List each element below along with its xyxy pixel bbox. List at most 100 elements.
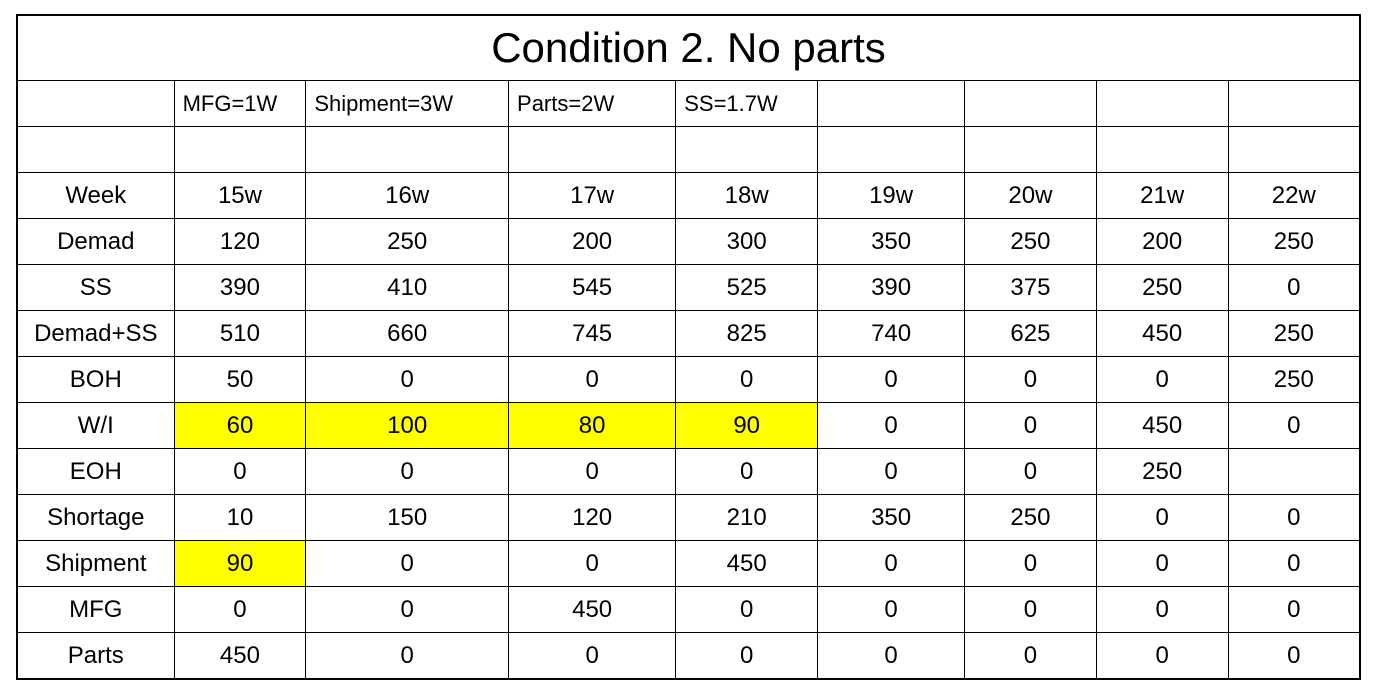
table-row: Shortage1015012021035025000 [17,495,1360,541]
data-cell: 0 [676,449,818,495]
data-cell: 0 [818,449,965,495]
row-label: MFG [17,587,174,633]
data-cell: 0 [1228,265,1360,311]
data-cell: 80 [509,403,676,449]
spacer-cell [17,127,174,173]
table-row: Demad+SS510660745825740625450250 [17,311,1360,357]
spacer-cell [1228,127,1360,173]
table-row: W/I601008090004500 [17,403,1360,449]
data-cell: 375 [965,265,1097,311]
data-cell: 0 [965,403,1097,449]
param-empty-1 [818,81,965,127]
title-row: Condition 2. No parts [17,15,1360,81]
data-cell: 250 [1228,311,1360,357]
param-empty-4 [1228,81,1360,127]
data-cell: 0 [509,633,676,680]
row-label: Shipment [17,541,174,587]
data-cell: 250 [1228,219,1360,265]
data-cell: 60 [174,403,306,449]
data-cell: 0 [306,357,509,403]
col-header: 18w [676,173,818,219]
data-cell: 210 [676,495,818,541]
data-cell: 625 [965,311,1097,357]
spacer-cell [676,127,818,173]
data-cell: 0 [306,633,509,680]
data-cell: 0 [818,587,965,633]
param-shipment: Shipment=3W [306,81,509,127]
table-row: SS3904105455253903752500 [17,265,1360,311]
data-cell: 0 [965,449,1097,495]
table-row: Shipment90004500000 [17,541,1360,587]
data-cell: 250 [965,219,1097,265]
col-header: 20w [965,173,1097,219]
data-rows: Demad120250200300350250200250SS390410545… [17,219,1360,680]
data-cell: 0 [676,357,818,403]
spacer-cell [509,127,676,173]
data-cell: 0 [965,357,1097,403]
data-cell: 0 [1228,541,1360,587]
data-cell: 0 [1096,633,1228,680]
data-cell: 0 [1096,495,1228,541]
spacer-cell [306,127,509,173]
data-cell: 350 [818,495,965,541]
data-cell: 0 [818,633,965,680]
data-cell: 90 [676,403,818,449]
data-cell: 0 [818,403,965,449]
data-cell: 0 [509,449,676,495]
col-header: 15w [174,173,306,219]
data-cell: 0 [1096,541,1228,587]
table-row: Demad120250200300350250200250 [17,219,1360,265]
data-cell: 250 [1228,357,1360,403]
planning-table: Condition 2. No parts MFG=1W Shipment=3W… [16,14,1361,680]
header-row: Week 15w 16w 17w 18w 19w 20w 21w 22w [17,173,1360,219]
table-container: Condition 2. No parts MFG=1W Shipment=3W… [0,0,1377,684]
col-header: 22w [1228,173,1360,219]
data-cell: 450 [676,541,818,587]
spacer-cell [174,127,306,173]
data-cell: 450 [509,587,676,633]
data-cell: 0 [818,357,965,403]
data-cell: 660 [306,311,509,357]
data-cell: 150 [306,495,509,541]
data-cell: 525 [676,265,818,311]
data-cell: 50 [174,357,306,403]
data-cell: 740 [818,311,965,357]
data-cell: 0 [174,587,306,633]
data-cell: 0 [509,541,676,587]
spacer-cell [818,127,965,173]
data-cell: 120 [509,495,676,541]
data-cell: 410 [306,265,509,311]
data-cell: 250 [306,219,509,265]
data-cell: 200 [509,219,676,265]
table-row: Parts4500000000 [17,633,1360,680]
data-cell: 0 [1096,357,1228,403]
data-cell: 0 [306,541,509,587]
col-header: 16w [306,173,509,219]
data-cell: 0 [509,357,676,403]
col-header: 19w [818,173,965,219]
data-cell: 0 [174,449,306,495]
data-cell: 0 [1228,495,1360,541]
spacer-cell [965,127,1097,173]
data-cell: 0 [1228,633,1360,680]
data-cell: 825 [676,311,818,357]
col-header: 17w [509,173,676,219]
data-cell: 250 [1096,449,1228,495]
data-cell: 100 [306,403,509,449]
table-row: MFG0045000000 [17,587,1360,633]
data-cell: 0 [676,587,818,633]
row-label: BOH [17,357,174,403]
data-cell: 90 [174,541,306,587]
row-label: EOH [17,449,174,495]
data-cell: 0 [306,449,509,495]
row-label: Parts [17,633,174,680]
spacer-cell [1096,127,1228,173]
data-cell: 450 [1096,403,1228,449]
data-cell: 0 [676,633,818,680]
row-label: Demad+SS [17,311,174,357]
data-cell: 390 [174,265,306,311]
data-cell: 300 [676,219,818,265]
table-row: BOH50000000250 [17,357,1360,403]
params-blank [17,81,174,127]
col-header: Week [17,173,174,219]
